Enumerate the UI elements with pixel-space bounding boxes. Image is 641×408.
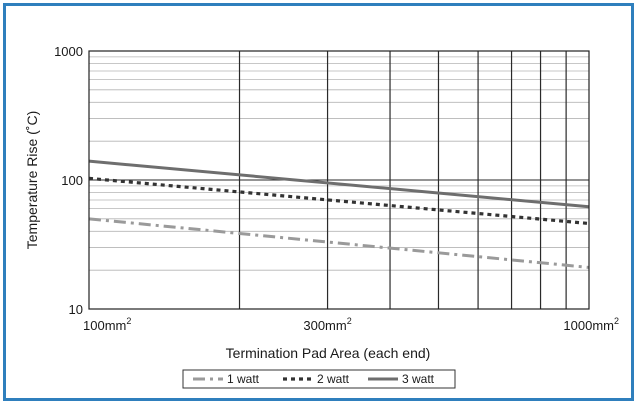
y-tick-label: 100 xyxy=(61,173,83,188)
series-line-1-watt xyxy=(88,217,590,269)
x-axis-title: Termination Pad Area (each end) xyxy=(226,345,431,361)
legend-label: 2 watt xyxy=(317,372,350,386)
legend: 1 watt 2 watt 3 watt xyxy=(182,369,456,389)
legend-label: 3 watt xyxy=(402,372,435,386)
grid-lines xyxy=(89,51,589,309)
y-tick-labels: 10 100 1000 xyxy=(54,44,83,317)
y-tick-label: 10 xyxy=(69,302,83,317)
x-tick-labels: 100mm2 300mm2 1000mm2 xyxy=(83,316,619,333)
x-tick-label: 100mm2 xyxy=(83,316,131,333)
series-line-3-watt xyxy=(88,159,590,209)
legend-label: 1 watt xyxy=(227,372,260,386)
x-tick-label: 300mm2 xyxy=(303,316,351,333)
y-tick-label: 1000 xyxy=(54,44,83,59)
plot-border xyxy=(88,50,590,310)
series-line-2-watt xyxy=(88,176,590,226)
x-tick-label: 1000mm2 xyxy=(563,316,619,333)
series-layer xyxy=(88,159,590,269)
legend-box xyxy=(182,369,456,389)
y-axis-title: Temperature Rise (˚C) xyxy=(24,111,40,249)
